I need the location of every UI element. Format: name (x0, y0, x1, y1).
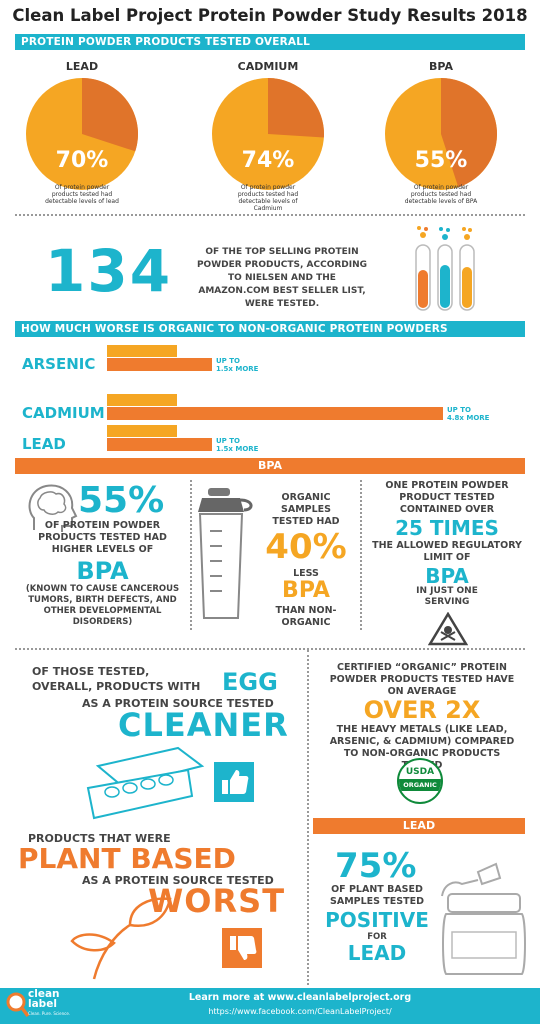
bar-organic (107, 407, 443, 420)
organic-top: CERTIFIED “ORGANIC” PROTEIN POWDER PRODU… (329, 662, 515, 697)
bar-organic (107, 358, 212, 371)
section-header-lead: LEAD (313, 818, 525, 834)
pie-percent-label: 74% (241, 148, 295, 173)
pie-slice-highlight (441, 78, 498, 188)
count-text: OF THE TOP SELLING PROTEIN POWDER PRODUC… (196, 247, 368, 309)
footer-facebook-link[interactable]: https://www.facebook.com/CleanLabelProje… (208, 1007, 392, 1016)
magnifier-logo-icon (6, 992, 30, 1018)
bpa3-mid: THE ALLOWED REGULATORY LIMIT OF (372, 540, 522, 563)
divider-v3 (307, 650, 309, 985)
shaker-bottle-icon (198, 488, 253, 619)
pie-title: BPA (429, 60, 453, 73)
bar-nonorganic (107, 394, 177, 406)
footer-bar (0, 988, 540, 1024)
bar-note-more: 1.5x MORE (216, 445, 259, 453)
section-header-bpa: BPA (15, 458, 525, 474)
pie-slice-highlight (82, 78, 138, 152)
divider (15, 214, 525, 216)
pie-caption: Of protein powder products tested had de… (45, 184, 119, 205)
organic-bar-label: CADMIUM (22, 404, 105, 422)
bpa2-top: ORGANIC SAMPLES TESTED HAD (272, 492, 340, 527)
bar-note-more: 1.5x MORE (216, 365, 259, 373)
lead-for: FOR (367, 932, 387, 942)
lead-line: OF PLANT BASED SAMPLES TESTED (330, 884, 424, 907)
section-header-tested: PROTEIN POWDER PRODUCTS TESTED OVERALL (15, 34, 525, 50)
egg-line2: OVERALL, PRODUCTS WITH (32, 680, 201, 693)
thumbs-up-icon (214, 762, 254, 802)
organic-big: OVER 2X (363, 696, 481, 724)
plant-line2: AS A PROTEIN SOURCE TESTED (82, 874, 274, 887)
brain-head-icon (28, 484, 78, 532)
pie-percent-label: 55% (414, 148, 468, 173)
pie-percent-label: 70% (55, 148, 109, 173)
egg-line3: AS A PROTEIN SOURCE TESTED (82, 697, 274, 710)
footer-learn-more[interactable]: Learn more at www.cleanlabelproject.org (188, 992, 412, 1003)
tube-yellow (459, 227, 475, 311)
egg-word: EGG (222, 668, 278, 696)
organic-bar-label: LEAD (22, 435, 66, 453)
divider-v2 (360, 480, 362, 630)
bar-organic (107, 438, 212, 451)
organic-bar-label: ARSENIC (22, 355, 96, 373)
bpa2-bottom: THAN NON-ORGANIC (275, 605, 337, 628)
egg-cleaner: CLEANER (118, 706, 289, 744)
usda-organic-band: ORGANIC (399, 779, 441, 791)
bar-note-upto: UP TO (216, 357, 240, 365)
protein-tub-icon (441, 862, 526, 975)
bar-note-more: 4.8x MORE (447, 414, 490, 422)
plant-line1: PRODUCTS THAT WERE (28, 832, 171, 845)
pie-caption: Of protein powder products tested had de… (237, 184, 299, 212)
pie-slice-highlight (268, 78, 324, 138)
lead-word: LEAD (347, 941, 407, 965)
bar-nonorganic (107, 425, 177, 437)
egg-line1: OF THOSE TESTED, (32, 665, 150, 678)
bpa2-less: LESS (293, 568, 319, 579)
bpa2-big: BPA (282, 578, 330, 603)
toxic-warning-icon (428, 612, 468, 646)
page-title: Clean Label Project Protein Powder Study… (12, 6, 528, 25)
bpa1-big: BPA (76, 557, 129, 585)
thumbs-down-icon (222, 928, 262, 968)
pie-chart (212, 78, 324, 190)
bar-note-upto: UP TO (447, 406, 471, 414)
lead-pct: 75% (335, 846, 417, 886)
bpa3-top: ONE PROTEIN POWDER PRODUCT TESTED CONTAI… (385, 480, 509, 515)
logo-tagline: Clean. Pure. Science. (28, 1011, 71, 1016)
bpa2-pct: 40% (265, 527, 347, 567)
logo-label: label (28, 998, 57, 1010)
pie-chart (26, 78, 138, 190)
bpa3-bpa: BPA (425, 564, 469, 588)
usda-text: USDA (405, 767, 435, 777)
section-header-organic: HOW MUCH WORSE IS ORGANIC TO NON-ORGANIC… (15, 321, 525, 337)
pie-caption: Of protein powder products tested had de… (404, 184, 478, 205)
bpa1-pct: 55% (78, 480, 165, 521)
tube-orange (415, 226, 431, 311)
plant-leaves-icon (70, 897, 172, 980)
usda-organic-seal: USDA ORGANIC (397, 758, 443, 804)
logo-clean: clean (28, 988, 60, 1000)
test-tubes-icon (415, 226, 475, 311)
pie-chart (385, 78, 498, 190)
bar-note-upto: UP TO (216, 437, 240, 445)
bar-nonorganic (107, 345, 177, 357)
pie-title: LEAD (65, 60, 99, 73)
bpa3-big: 25 TIMES (395, 516, 499, 540)
clean-label-logo: clean label Clean. Pure. Science. (6, 984, 70, 1024)
plant-big1: PLANT BASED (18, 842, 236, 875)
bpa3-bottom: IN JUST ONE SERVING (416, 586, 478, 607)
lead-big: POSITIVE (325, 908, 429, 932)
pie-title: CADMIUM (237, 60, 299, 73)
egg-carton-icon (86, 746, 205, 820)
tube-teal (437, 227, 453, 311)
count-number: 134 (45, 237, 173, 305)
bpa1-line1: OF PROTEIN POWDER PRODUCTS TESTED HAD HI… (38, 520, 167, 555)
bpa1-detail: (KNOWN TO CAUSE CANCEROUS TUMORS, BIRTH … (25, 584, 180, 627)
divider (15, 648, 525, 650)
divider-v1 (190, 480, 192, 630)
